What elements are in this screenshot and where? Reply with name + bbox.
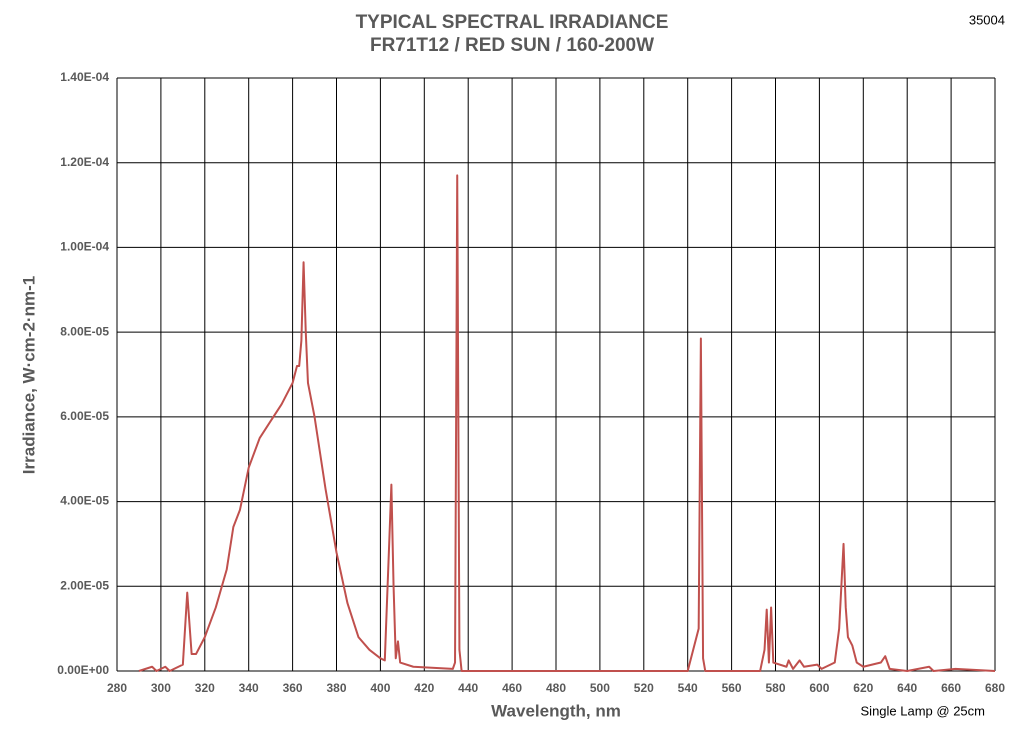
- x-tick-label: 540: [678, 681, 698, 695]
- x-tick-label: 360: [283, 681, 303, 695]
- id-label: 35004: [969, 12, 1005, 27]
- y-axis-label: Irradiance, W·cm-2·nm-1: [19, 276, 38, 474]
- x-tick-label: 620: [853, 681, 873, 695]
- x-tick-label: 420: [414, 681, 434, 695]
- x-tick-label: 440: [458, 681, 478, 695]
- x-tick-label: 520: [634, 681, 654, 695]
- y-tick-label: 4.00E-05: [60, 494, 109, 508]
- x-tick-label: 340: [239, 681, 259, 695]
- x-tick-label: 460: [502, 681, 522, 695]
- y-tick-label: 1.40E-04: [60, 70, 109, 84]
- x-tick-label: 300: [151, 681, 171, 695]
- y-tick-label: 8.00E-05: [60, 324, 109, 338]
- x-tick-label: 480: [546, 681, 566, 695]
- x-tick-label: 660: [941, 681, 961, 695]
- y-tick-label: 0.00E+00: [57, 663, 109, 677]
- x-tick-label: 380: [326, 681, 346, 695]
- x-tick-label: 280: [107, 681, 127, 695]
- y-tick-label: 1.20E-04: [60, 155, 109, 169]
- x-tick-label: 400: [370, 681, 390, 695]
- y-tick-label: 6.00E-05: [60, 409, 109, 423]
- x-tick-label: 500: [590, 681, 610, 695]
- y-tick-label: 1.00E-04: [60, 240, 109, 254]
- x-tick-label: 600: [809, 681, 829, 695]
- x-tick-label: 320: [195, 681, 215, 695]
- x-tick-label: 640: [897, 681, 917, 695]
- note: Single Lamp @ 25cm: [861, 703, 985, 718]
- x-tick-label: 560: [722, 681, 742, 695]
- x-tick-label: 680: [985, 681, 1005, 695]
- chart-subtitle: FR71T12 / RED SUN / 160-200W: [370, 35, 654, 56]
- line: [138, 174, 996, 672]
- y-tick-label: 2.00E-05: [60, 578, 109, 592]
- x-tick-label: 580: [765, 681, 785, 695]
- chart-title: TYPICAL SPECTRAL IRRADIANCE: [356, 12, 669, 33]
- x-axis-label: Wavelength, nm: [491, 701, 621, 720]
